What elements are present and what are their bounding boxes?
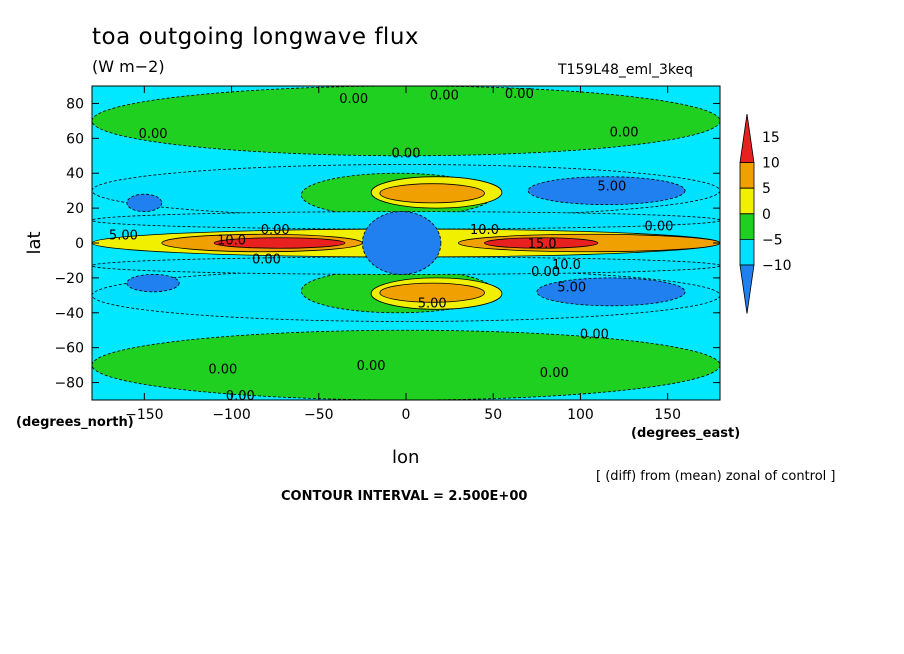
contour-label-17: 5.00 (418, 296, 447, 311)
y-tick-label-7: −60 (54, 341, 84, 357)
contour-label-15: 0.00 (531, 265, 560, 280)
contour-label-4: 0.00 (392, 146, 421, 161)
contour-label-5: 0.00 (610, 125, 639, 140)
contour-label-19: 0.00 (208, 363, 237, 378)
x-tick-label-2: −50 (304, 407, 334, 423)
colorbar-label-3: 0 (762, 207, 771, 223)
chart-title: toa outgoing longwave flux (92, 24, 420, 50)
colorbar-label-1: 10 (762, 156, 780, 172)
contour-label-14: 10.0 (552, 258, 581, 273)
colorbar-label-5: −10 (762, 258, 792, 274)
contour-label-8: 5.00 (109, 228, 138, 243)
contour-label-22: 0.00 (226, 389, 255, 404)
run-label: T159L48_eml_3keq (558, 62, 694, 78)
x-axis-label: lon (392, 447, 420, 468)
contour-label-10: 10.0 (470, 223, 499, 238)
y-tick-label-3: 20 (66, 201, 84, 217)
colorbar-label-0: 15 (762, 130, 780, 146)
x-tick-label-5: 100 (567, 407, 594, 423)
field-region-9 (536, 277, 686, 307)
colorbar-band-0 (739, 113, 755, 163)
contour-label-13: 0.00 (252, 253, 281, 268)
field-region-0 (92, 86, 720, 157)
contour-label-11: 15.0 (528, 237, 557, 252)
contour-label-6: 5.00 (597, 179, 626, 194)
y-tick-label-1: 60 (66, 131, 84, 147)
y-unit-label: (degrees_north) (16, 415, 134, 430)
colorbar-band-2 (739, 187, 755, 215)
field-region-10 (126, 193, 163, 212)
chart-units: (W m−2) (92, 57, 165, 76)
x-tick-label-4: 50 (484, 407, 502, 423)
x-tick-label-1: −100 (212, 407, 250, 423)
field-region-8 (527, 176, 686, 206)
x-tick-label-0: −150 (125, 407, 163, 423)
contour-label-16: 5.00 (557, 281, 586, 296)
colorbar-label-2: 5 (762, 181, 771, 197)
contour-label-7: 0.00 (644, 220, 673, 235)
colorbar-band-3 (739, 213, 755, 240)
contour-label-2: 0.00 (505, 87, 534, 102)
y-tick-label-4: 0 (75, 236, 84, 252)
contour-label-0: 0.00 (339, 92, 368, 107)
field-region-11 (126, 273, 180, 293)
y-tick-label-8: −80 (54, 376, 84, 392)
y-axis-label: lat (24, 231, 45, 254)
diff-note: [ (diff) from (mean) zonal of control ] (596, 469, 836, 484)
colorbar-band-4 (739, 239, 755, 266)
y-tick-label-6: −40 (54, 306, 84, 322)
x-tick-label-6: 150 (654, 407, 681, 423)
field-region-20 (379, 282, 485, 303)
y-tick-label-2: 40 (66, 166, 84, 182)
contour-interval: CONTOUR INTERVAL = 2.500E+00 (281, 489, 528, 504)
contour-label-12: 0.00 (261, 223, 290, 238)
colorbar-label-4: −5 (762, 232, 783, 248)
field-region-18 (379, 183, 485, 204)
contour-label-18: 0.00 (580, 328, 609, 343)
x-tick-label-3: 0 (402, 407, 411, 423)
field-region-16 (484, 237, 599, 249)
contour-label-21: 0.00 (540, 366, 569, 381)
contour-label-3: 0.00 (139, 127, 168, 142)
contour-label-9: 10.0 (217, 234, 246, 249)
field-region-21 (361, 211, 442, 275)
colorbar-band-1 (739, 162, 755, 189)
y-tick-label-0: 80 (66, 96, 84, 112)
colorbar-band-5 (739, 264, 755, 314)
contour-label-1: 0.00 (430, 89, 459, 104)
y-tick-label-5: −20 (54, 271, 84, 287)
contour-label-20: 0.00 (357, 359, 386, 374)
field-region-1 (92, 329, 720, 400)
field-region-15 (213, 237, 346, 249)
x-unit-label: (degrees_east) (631, 426, 741, 441)
